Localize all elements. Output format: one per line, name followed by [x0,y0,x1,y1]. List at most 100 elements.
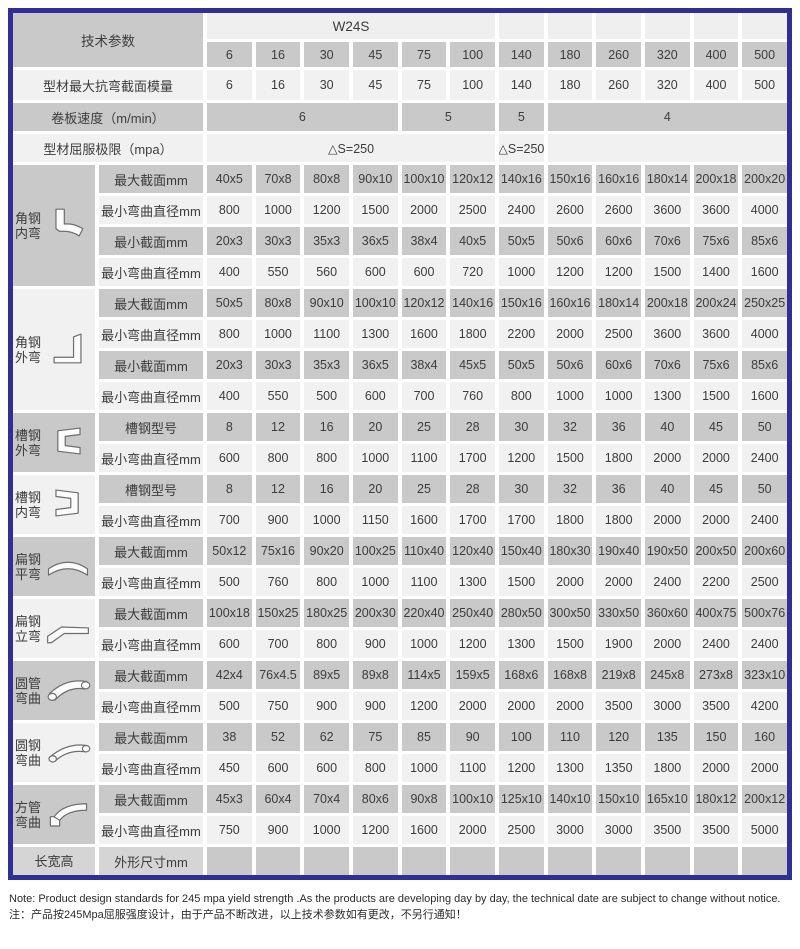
value-cell: 2400 [742,630,787,658]
value-cell: 42x4 [207,661,252,689]
value-cell: 150x40 [499,537,544,565]
spec-value-cell: △S=250 [207,134,495,162]
column-header-cell: 140 [499,42,544,67]
value-cell: 2000 [742,754,787,782]
group-label: 扁钢 平弯 [13,537,95,596]
value-cell: 600 [402,258,447,286]
note-chinese: 注：产品按245Mpa屈服强度设计，由于产品不断改进，以上技术参数如有更改，不另… [9,907,781,923]
value-cell: 2000 [694,506,739,534]
spec-value-cell: 180 [548,70,593,100]
value-cell: 1000 [304,816,349,844]
group-overall-dimensions: 长宽高外形尺寸mm [13,847,787,875]
value-cell: 180x12 [694,785,739,813]
value-cell: 2000 [548,568,593,596]
value-cell: 1000 [402,754,447,782]
value-cell: 12 [256,475,301,503]
value-cell: 160 [742,723,787,751]
value-cell: 800 [207,196,252,224]
value-cell: 1000 [499,258,544,286]
value-cell: 180x25 [304,599,349,627]
value-cell: 1300 [353,320,398,348]
value-cell: 2500 [450,196,495,224]
group-label: 角钢 内弯 [13,165,95,286]
value-cell: 36 [596,413,641,441]
value-cell: 1350 [596,754,641,782]
value-cell: 150x16 [548,165,593,193]
flat-steel-flatwise-bend-icon [43,545,93,588]
value-cell [742,847,787,875]
value-cell: 28 [450,475,495,503]
value-cell: 1600 [402,320,447,348]
group-label: 方管 弯曲 [13,785,95,844]
value-cell: 2000 [596,568,641,596]
value-cell: 2000 [548,320,593,348]
value-cell: 2400 [742,506,787,534]
column-header-cell: 180 [548,42,593,67]
square-pipe-bend-icon [43,793,93,836]
value-cell: 250x25 [742,289,787,317]
value-cell: 200x50 [694,537,739,565]
value-cell: 3600 [694,320,739,348]
value-cell: 800 [353,754,398,782]
row-label: 最大截面mm [99,785,203,813]
value-cell: 800 [207,320,252,348]
value-cell: 30 [499,475,544,503]
value-cell: 1100 [402,444,447,472]
row-label: 最小弯曲直径mm [99,630,203,658]
value-cell: 3500 [596,692,641,720]
header-spacer-cell [499,13,544,39]
value-cell: 12 [256,413,301,441]
value-cell: 60x6 [596,351,641,379]
value-cell: 1500 [645,258,690,286]
value-cell: 8 [207,413,252,441]
value-cell: 100x10 [353,289,398,317]
spec-table: 技术参数 W24S 616304575100140180260320400500… [8,8,792,880]
value-cell: 360x60 [645,599,690,627]
value-cell: 330x50 [596,599,641,627]
value-cell: 90x10 [353,165,398,193]
value-cell: 200x24 [694,289,739,317]
value-cell: 600 [353,258,398,286]
value-cell: 16 [304,413,349,441]
value-cell: 600 [353,382,398,410]
value-cell: 750 [256,692,301,720]
tech-params-label: 技术参数 [13,13,203,67]
header-spacer-cell [645,13,690,39]
value-cell: 245x8 [645,661,690,689]
column-header-cell: 260 [596,42,641,67]
value-cell: 35x3 [304,351,349,379]
header-spacer-cell [694,13,739,39]
value-cell: 168x6 [499,661,544,689]
value-cell: 38x4 [402,227,447,255]
value-cell: 1200 [499,754,544,782]
value-cell: 600 [207,630,252,658]
value-cell: 1600 [742,382,787,410]
value-cell: 100x25 [353,537,398,565]
value-cell: 90x20 [304,537,349,565]
value-cell: 2000 [645,630,690,658]
value-cell: 1000 [402,630,447,658]
value-cell: 1900 [596,630,641,658]
group-round-bar-bend: 圆钢 弯曲最大截面mm38526275859010011012013515016… [13,723,787,782]
group-label: 扁钢 立弯 [13,599,95,658]
value-cell: 110x40 [402,537,447,565]
row-label: 最小弯曲直径mm [99,816,203,844]
value-cell: 2500 [499,816,544,844]
value-cell: 1700 [450,506,495,534]
group-label: 长宽高 [13,847,95,875]
spec-value-cell: 320 [645,70,690,100]
value-cell: 2000 [450,816,495,844]
value-cell: 2600 [548,196,593,224]
spec-value-cell: 400 [694,70,739,100]
row-label: 最大截面mm [99,599,203,627]
group-flat-steel-flatwise-bend: 扁钢 平弯最大截面mm50x1275x1690x20100x25110x4012… [13,537,787,596]
model-cell: W24S [207,13,495,39]
value-cell: 2000 [645,444,690,472]
value-cell: 2000 [450,692,495,720]
row-label: 最大截面mm [99,165,203,193]
footnotes: Note: Product design standards for 245 m… [9,891,781,923]
value-cell: 100x10 [450,785,495,813]
group-round-pipe-bend: 圆管 弯曲最大截面mm42x476x4.589x589x8114x5159x51… [13,661,787,720]
value-cell: 273x8 [694,661,739,689]
value-cell [596,847,641,875]
